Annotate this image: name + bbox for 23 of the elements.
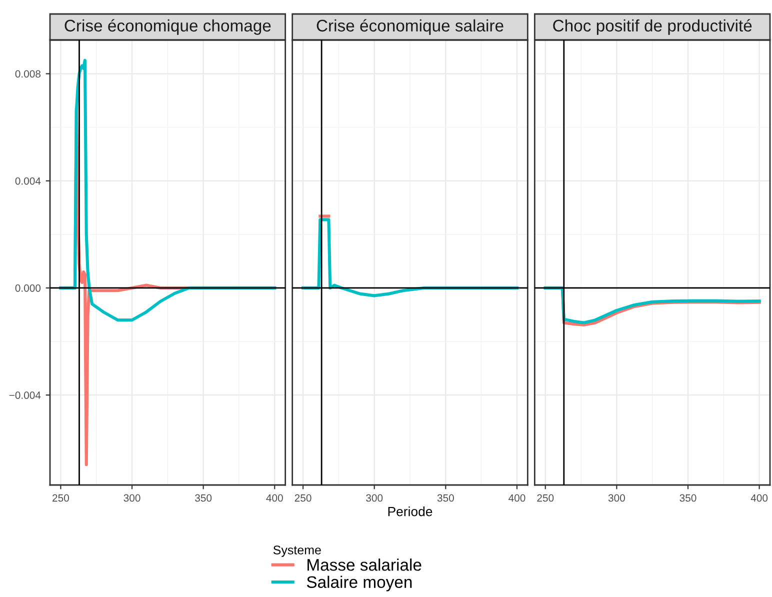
x-tick-label: 300 [608, 494, 625, 502]
x-tick-label: 250 [537, 494, 554, 502]
x-tick-label: 250 [52, 494, 69, 502]
chart-title: Crise économique salaire [316, 19, 504, 35]
x-tick-label: 300 [124, 494, 140, 502]
legend-label: Masse salariale [308, 558, 422, 571]
legend-label: Salaire moyen [306, 576, 412, 592]
x-tick-label: 400 [508, 494, 526, 502]
y-tick-label: 0.000 [15, 284, 41, 292]
legend-title: Systeme [273, 546, 321, 557]
x-tick-label: 350 [680, 494, 696, 502]
chart-title: Choc positif de productivité [553, 19, 752, 35]
x-axis-title: Periode [388, 506, 432, 516]
x-tick-label: 400 [750, 494, 768, 502]
y-tick-label: 0.008 [15, 70, 41, 78]
y-tick-label: −0.004 [9, 392, 41, 399]
x-tick-label: 400 [266, 494, 283, 502]
x-tick-label: 350 [195, 494, 212, 502]
y-tick-label: 0.004 [15, 177, 41, 185]
x-tick-label: 350 [437, 494, 454, 502]
x-tick-label: 250 [294, 494, 312, 502]
chart-title: Crise économique chomage [64, 19, 271, 35]
x-tick-label: 300 [366, 494, 383, 502]
